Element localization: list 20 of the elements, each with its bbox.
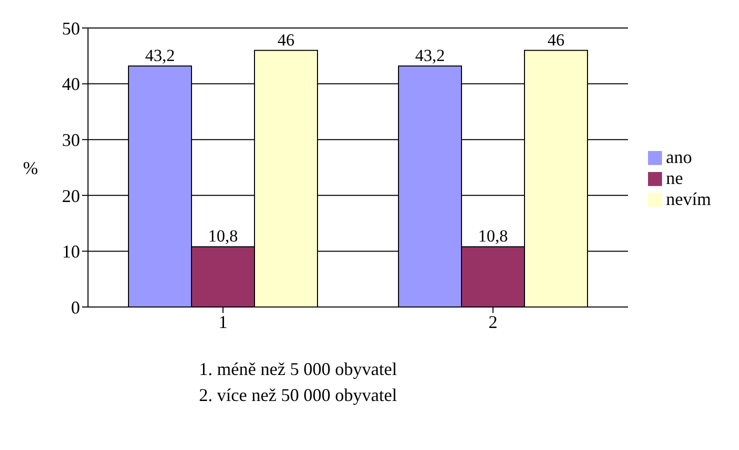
data-label: 10,8 — [478, 226, 508, 246]
x-tick-label: 2 — [488, 312, 498, 332]
y-tick-label: 10 — [62, 242, 80, 262]
x-tick-label: 1 — [218, 312, 228, 332]
text: 2. více než 50 000 obyvatel — [198, 384, 398, 407]
data-label: 43,2 — [145, 46, 175, 65]
y-axis-title: % — [23, 158, 38, 178]
y-tick-label: 30 — [62, 130, 80, 150]
data-label: 10,8 — [208, 226, 238, 246]
data-label: 43,2 — [415, 46, 445, 65]
legend-label: nevím — [666, 188, 711, 208]
text: 1. méně než 5 000 obyvatel — [198, 358, 398, 381]
legend-label: ne — [666, 168, 683, 188]
data-label: 46 — [548, 30, 564, 50]
y-tick-label: 0 — [71, 297, 80, 318]
y-tick-label: 40 — [62, 74, 80, 94]
y-tick-label: 20 — [62, 186, 80, 206]
data-label: 46 — [278, 30, 294, 50]
legend-label: ano — [666, 146, 692, 166]
y-tick-label: 50 — [62, 18, 80, 38]
